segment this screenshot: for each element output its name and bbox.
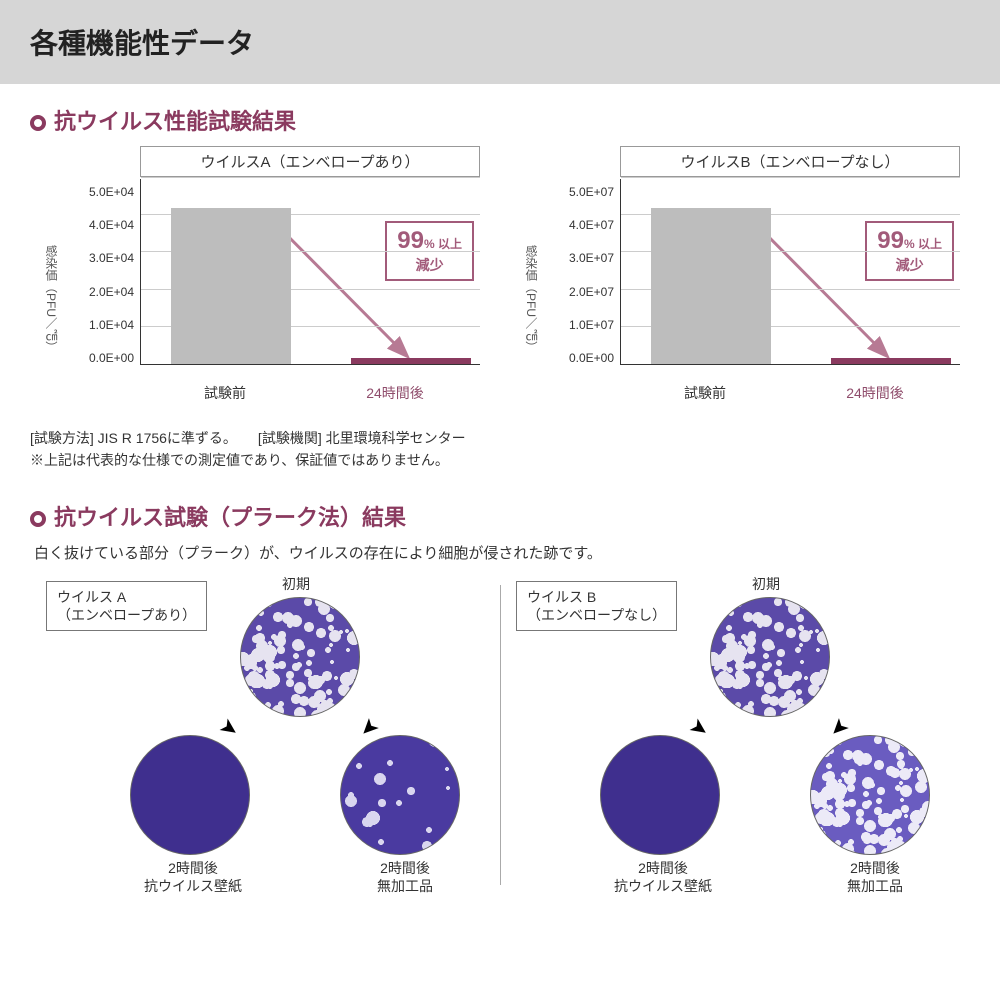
plaque-a-left-label: 2時間後抗ウイルス壁紙 <box>138 859 248 895</box>
arrow-icon: ➤ <box>684 712 714 744</box>
bullet-icon <box>30 511 46 527</box>
chart-a: ウイルスA（エンベロープあり） 感染価（PFU／㎠） 5.0E+044.0E+0… <box>40 146 480 403</box>
plaque-b-left-label: 2時間後抗ウイルス壁紙 <box>608 859 718 895</box>
plaque-a-right-label: 2時間後無加工品 <box>360 859 450 895</box>
chart-a-title: ウイルスA（エンベロープあり） <box>140 146 480 177</box>
chart-b-x0: 試験前 <box>620 383 790 403</box>
chart-b-yaxis: 5.0E+074.0E+073.0E+072.0E+071.0E+070.0E+… <box>540 185 620 365</box>
plaque-panel-a: ウイルス A（エンベロープあり） 初期 ➤ ➤ 2時間後抗ウイルス壁紙 2時間後… <box>30 575 500 895</box>
chart-b-x1: 24時間後 <box>790 383 960 403</box>
plaque-b-dish-right <box>810 735 930 855</box>
chart-b: ウイルスB（エンベロープなし） 感染価（PFU／㎠） 5.0E+074.0E+0… <box>520 146 960 403</box>
section1-notes: [試験方法] JIS R 1756に準ずる。 [試験機関] 北里環境科学センター… <box>0 427 1000 472</box>
chart-a-plot: 99% 以上 減少 <box>140 179 480 365</box>
plaque-b-initial-label: 初期 <box>752 575 780 593</box>
section2-title: 抗ウイルス試験（プラーク法）結果 <box>30 500 970 532</box>
plaque-a-initial-label: 初期 <box>282 575 310 593</box>
plaque-row: ウイルス A（エンベロープあり） 初期 ➤ ➤ 2時間後抗ウイルス壁紙 2時間後… <box>30 575 970 895</box>
plaque-b-dish-initial <box>710 597 830 717</box>
plaque-a-dish-left <box>130 735 250 855</box>
plaque-a-dish-right <box>340 735 460 855</box>
page-header: 各種機能性データ <box>0 0 1000 84</box>
section2-title-text: 抗ウイルス試験（プラーク法）結果 <box>54 505 406 530</box>
section1-title-text: 抗ウイルス性能試験結果 <box>54 109 296 134</box>
chart-a-x0: 試験前 <box>140 383 310 403</box>
section-plaque: 抗ウイルス試験（プラーク法）結果 白く抜けている部分（プラーク）が、ウイルスの存… <box>0 472 1000 905</box>
chart-a-x1: 24時間後 <box>310 383 480 403</box>
bullet-icon <box>30 115 46 131</box>
plaque-a-dish-initial <box>240 597 360 717</box>
chart-b-title: ウイルスB（エンベロープなし） <box>620 146 960 177</box>
plaque-b-right-label: 2時間後無加工品 <box>830 859 920 895</box>
chart-a-ylabel: 感染価（PFU／㎠） <box>40 179 60 379</box>
notes-line2: ※上記は代表的な仕様での測定値であり、保証値ではありません。 <box>30 449 970 471</box>
chart-a-yaxis: 5.0E+044.0E+043.0E+042.0E+041.0E+040.0E+… <box>60 185 140 365</box>
plaque-a-label: ウイルス A（エンベロープあり） <box>46 581 207 631</box>
chart-b-xlabels: 試験前 24時間後 <box>620 383 960 403</box>
chart-b-ylabel: 感染価（PFU／㎠） <box>520 179 540 379</box>
notes-line1: [試験方法] JIS R 1756に準ずる。 [試験機関] 北里環境科学センター <box>30 427 970 449</box>
plaque-desc: 白く抜けている部分（プラーク）が、ウイルスの存在により細胞が侵された跡です。 <box>34 542 970 563</box>
plaque-b-dish-left <box>600 735 720 855</box>
section1-title: 抗ウイルス性能試験結果 <box>30 104 970 136</box>
chart-a-xlabels: 試験前 24時間後 <box>140 383 480 403</box>
arrow-icon: ➤ <box>214 712 244 744</box>
section-antiviral-performance: 抗ウイルス性能試験結果 ウイルスA（エンベロープあり） 感染価（PFU／㎠） 5… <box>0 84 1000 413</box>
plaque-panel-b: ウイルス B（エンベロープなし） 初期 ➤ ➤ 2時間後抗ウイルス壁紙 2時間後… <box>500 575 970 895</box>
plaque-b-label: ウイルス B（エンベロープなし） <box>516 581 677 631</box>
charts-row: ウイルスA（エンベロープあり） 感染価（PFU／㎠） 5.0E+044.0E+0… <box>30 146 970 403</box>
chart-b-plot: 99% 以上 減少 <box>620 179 960 365</box>
